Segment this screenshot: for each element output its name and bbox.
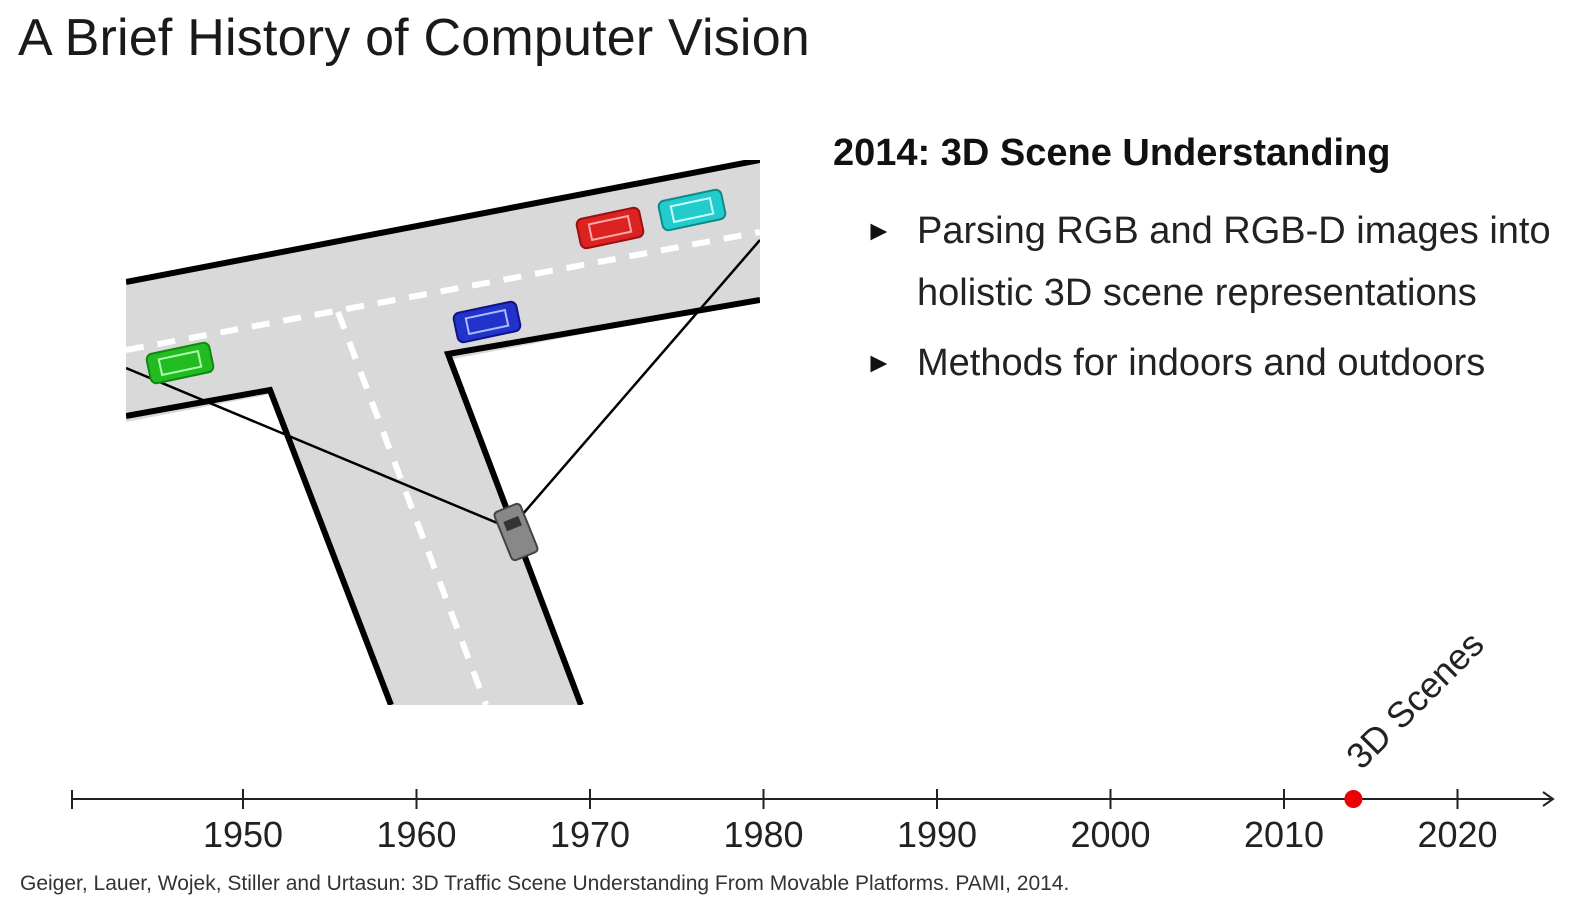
road-edge-top xyxy=(126,160,760,285)
timeline-labels: 1950 1960 1970 1980 1990 2000 2010 2020 xyxy=(203,814,1498,855)
lane-marking-vertical xyxy=(335,310,489,705)
timeline-year-label: 1950 xyxy=(203,814,283,855)
event-label: 3D Scenes xyxy=(1338,623,1492,777)
timeline: 1950 1960 1970 1980 1990 2000 2010 2020 3D Scen… xyxy=(0,620,1590,870)
timeline-year-label: 1980 xyxy=(723,814,803,855)
car-blue xyxy=(452,300,522,344)
bullet-text: Parsing RGB and RGB-D images into holist… xyxy=(917,210,1551,314)
timeline-year-label: 2020 xyxy=(1417,814,1497,855)
event-marker xyxy=(1344,790,1363,808)
timeline-year-label: 1970 xyxy=(550,814,630,855)
traffic-scene-diagram xyxy=(126,160,760,705)
timeline-year-label: 1960 xyxy=(376,814,456,855)
bullet-item: ► Parsing RGB and RGB-D images into holi… xyxy=(865,200,1585,324)
road-edge-left-corner xyxy=(126,386,394,705)
timeline-year-label: 1990 xyxy=(897,814,977,855)
bullet-arrow-icon: ► xyxy=(865,215,893,246)
sight-line-left xyxy=(126,366,515,532)
lane-marking-horizontal xyxy=(126,229,760,353)
timeline-year-label: 2000 xyxy=(1070,814,1150,855)
bullet-list: ► Parsing RGB and RGB-D images into holi… xyxy=(865,200,1585,402)
timeline-svg: 1950 1960 1970 1980 1990 2000 2010 2020 3D Scen… xyxy=(71,623,1555,855)
road-edge-right-corner xyxy=(443,297,760,705)
section-heading: 2014: 3D Scene Understanding xyxy=(833,132,1391,174)
scene-figure xyxy=(126,160,760,705)
citation: Geiger, Lauer, Wojek, Stiller and Urtasu… xyxy=(20,872,1070,895)
car-red xyxy=(575,206,645,250)
bullet-arrow-icon: ► xyxy=(865,347,893,378)
slide-title: A Brief History of Computer Vision xyxy=(18,9,810,67)
timeline-arrow-icon xyxy=(1542,791,1555,807)
road-vertical xyxy=(270,354,581,705)
bullet-item: ► Methods for indoors and outdoors xyxy=(865,332,1585,394)
car-ego-gray xyxy=(493,502,539,562)
timeline-year-label: 2010 xyxy=(1244,814,1324,855)
car-cyan xyxy=(657,188,727,232)
car-green xyxy=(145,341,215,385)
timeline-ticks xyxy=(242,789,1459,809)
sight-line-right xyxy=(521,239,760,516)
bullet-text: Methods for indoors and outdoors xyxy=(917,342,1486,384)
